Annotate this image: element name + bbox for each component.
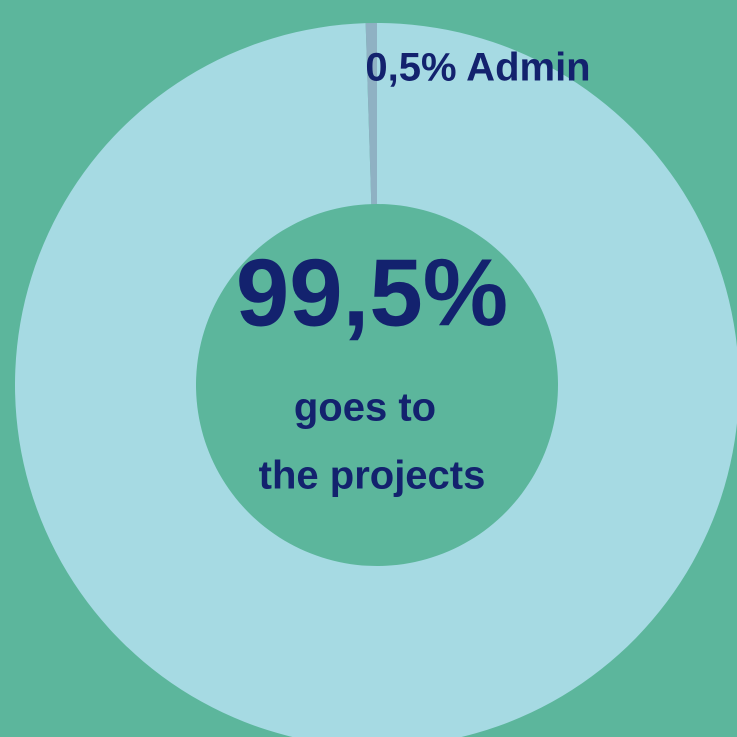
pie-slice	[15, 23, 737, 737]
center-annotation: goes to	[294, 386, 436, 430]
slices	[15, 23, 737, 737]
center-annotation: the projects	[259, 454, 486, 498]
center-value-label: 99,5%	[236, 239, 508, 346]
pie-slice	[365, 23, 377, 205]
slice-label: 0,5% Admin	[365, 46, 590, 90]
